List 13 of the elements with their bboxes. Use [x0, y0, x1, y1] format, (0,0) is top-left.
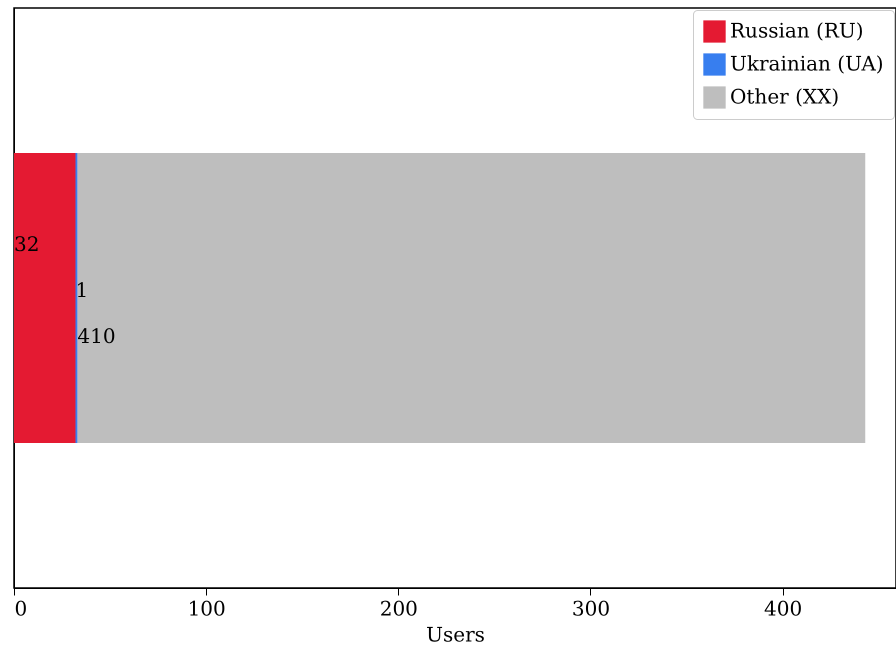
data-label: 1: [75, 278, 88, 302]
bar: [14, 153, 76, 443]
x-tick-label: 0: [14, 596, 28, 620]
x-tick-label: 300: [572, 596, 610, 620]
data-label: 410: [77, 324, 116, 348]
legend-label: Ukrainian (UA): [730, 52, 884, 76]
legend-label: Russian (RU): [730, 18, 864, 42]
x-tick-label: 400: [764, 596, 802, 620]
legend-label: Other (XX): [730, 84, 840, 108]
x-tick-label: 200: [380, 596, 418, 620]
x-tick-label: 100: [188, 596, 226, 620]
data-label: 32: [14, 232, 40, 256]
x-axis-title: Users: [426, 622, 485, 646]
